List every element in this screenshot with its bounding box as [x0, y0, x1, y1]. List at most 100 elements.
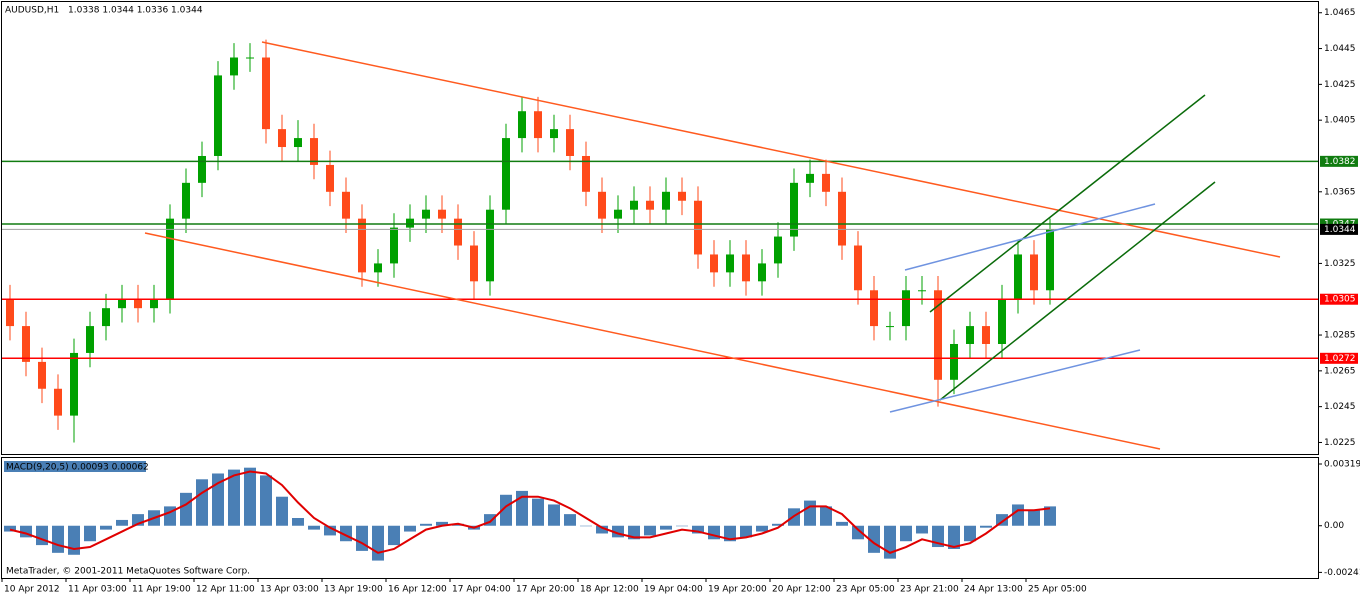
- y-tick-label: 1.0325: [1324, 259, 1356, 269]
- macd-bar: [612, 525, 624, 538]
- candle-body: [38, 361, 46, 389]
- candle-body: [662, 191, 670, 210]
- candle-body: [950, 343, 958, 380]
- level-label-bg: [1320, 352, 1358, 364]
- channel-line: [144, 232, 1161, 450]
- candle-body: [774, 236, 782, 264]
- macd-bar: [484, 514, 496, 526]
- candle-body: [486, 209, 494, 282]
- symbol: AUDUSD,H1: [5, 6, 59, 16]
- macd-bar: [404, 525, 416, 532]
- y-tick-label: 1.0445: [1324, 44, 1356, 54]
- candle-body: [246, 57, 254, 59]
- candle-body: [566, 129, 574, 156]
- candle-body: [278, 129, 286, 148]
- y-tick-label: 1.0265: [1324, 366, 1356, 376]
- y-tick-label: 0.00319: [1324, 460, 1360, 470]
- macd-bar: [692, 525, 704, 534]
- candle-body: [806, 173, 814, 183]
- candle-body: [438, 209, 446, 219]
- candle-body: [630, 200, 638, 210]
- candle-body: [1014, 254, 1022, 300]
- macd-bar: [964, 525, 976, 542]
- macd-bar: [660, 525, 672, 530]
- macd-bar: [68, 525, 80, 555]
- macd-bar: [324, 525, 336, 536]
- candle-body: [534, 111, 542, 139]
- macd-bar: [500, 494, 512, 526]
- candle-body: [230, 57, 238, 76]
- copyright: MetaTrader, © 2001-2011 MetaQuotes Softw…: [6, 567, 250, 577]
- macd-bar: [804, 500, 816, 526]
- candle-body: [214, 75, 222, 156]
- candle-body: [822, 173, 830, 192]
- y-tick-label: 1.0285: [1324, 331, 1356, 341]
- candle-body: [102, 308, 110, 327]
- channel-line: [929, 94, 1206, 313]
- x-tick-label: 16 Apr 12:00: [388, 585, 447, 595]
- macd-bar: [596, 525, 608, 534]
- macd-bar: [244, 467, 256, 526]
- level-label-bg: [1320, 155, 1358, 167]
- candle-body: [790, 182, 798, 237]
- candle-body: [1030, 254, 1038, 291]
- macd-bar: [36, 525, 48, 546]
- indicator-label-bg: [4, 461, 146, 472]
- macd-bar: [772, 523, 784, 526]
- candle-body: [918, 290, 926, 292]
- signal-line: [9, 470, 1051, 554]
- macd-bar: [564, 514, 576, 526]
- x-tick-label: 23 Apr 21:00: [900, 585, 959, 595]
- trendline: [889, 349, 1141, 413]
- level-label: 1.0382: [1324, 157, 1356, 167]
- x-tick-label: 12 Apr 11:00: [196, 585, 255, 595]
- macd-panel-frame: [1, 457, 1319, 579]
- candle-body: [678, 191, 686, 201]
- macd-bar: [84, 525, 96, 542]
- candle-body: [198, 155, 206, 183]
- y-tick-label: 1.0425: [1324, 80, 1356, 90]
- candle-body: [614, 209, 622, 219]
- level-label-bg: [1320, 293, 1358, 305]
- candle-body: [1046, 229, 1054, 291]
- candle-body: [342, 191, 350, 219]
- candle-body: [422, 209, 430, 219]
- macd-bar: [388, 525, 400, 546]
- macd-bar: [644, 525, 656, 536]
- y-tick-label: 1.0225: [1324, 438, 1356, 448]
- candle-body: [758, 263, 766, 282]
- macd-bar: [820, 506, 832, 526]
- trendlines: [144, 41, 1281, 450]
- macd-bar: [292, 518, 304, 526]
- macd-bar: [724, 525, 736, 542]
- macd-bar: [116, 519, 128, 526]
- macd-bar: [1028, 510, 1040, 526]
- candle-body: [134, 299, 142, 309]
- macd-bar: [852, 525, 864, 540]
- candle-body: [390, 227, 398, 264]
- macd-bar: [980, 525, 992, 528]
- macd-bar: [132, 514, 144, 526]
- macd-bar: [916, 525, 928, 534]
- indicator-label: MACD(9,20,5) 0.00093 0.00062: [6, 463, 149, 473]
- candle-body: [934, 290, 942, 380]
- trendline: [904, 203, 1156, 271]
- macd-bar: [740, 525, 752, 538]
- x-tick-label: 10 Apr 2012: [4, 585, 60, 595]
- x-tick-label: 20 Apr 12:00: [772, 585, 831, 595]
- macd-bar: [4, 525, 16, 532]
- macd-bar: [836, 521, 848, 526]
- macd-bar: [196, 479, 208, 526]
- macd-bar: [900, 525, 912, 542]
- y-tick-label: 0.00: [1324, 521, 1344, 531]
- candle-body: [54, 388, 62, 416]
- x-tick-label: 13 Apr 19:00: [324, 585, 383, 595]
- candle-body: [902, 290, 910, 327]
- channel-line: [261, 41, 1281, 258]
- x-tick-label: 13 Apr 03:00: [260, 585, 319, 595]
- last-price-bg: [1320, 223, 1358, 235]
- candle-body: [86, 326, 94, 353]
- candle-body: [326, 164, 334, 192]
